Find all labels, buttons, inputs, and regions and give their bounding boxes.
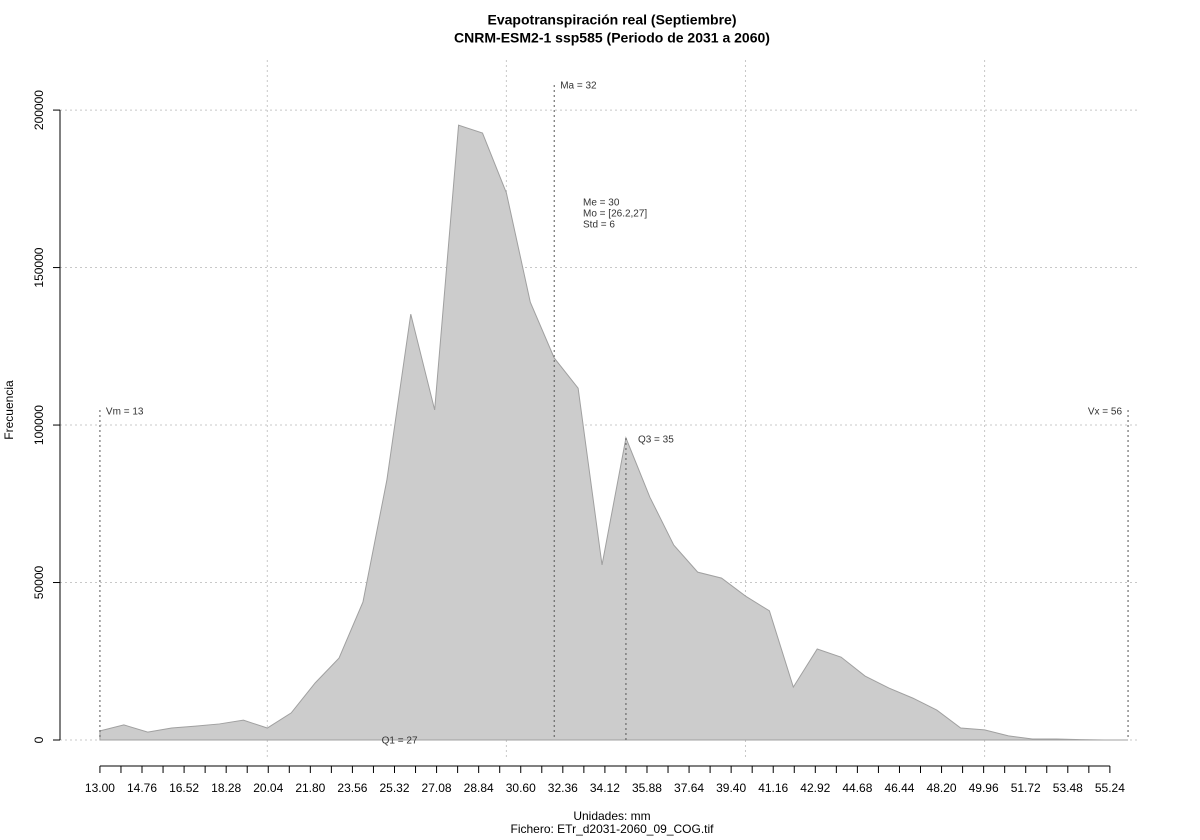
chart-title: Evapotranspiración real (Septiembre): [488, 12, 737, 28]
x-tick-label: 34.12: [590, 781, 620, 795]
x-tick-label: 32.36: [548, 781, 578, 795]
stat-label: Mo = [26.2,27]: [583, 209, 647, 220]
x-tick-label: 16.52: [169, 781, 199, 795]
x-tick-label: 21.80: [295, 781, 325, 795]
y-tick-label: 150000: [32, 247, 46, 287]
x-tick-label: 53.48: [1053, 781, 1083, 795]
x-tick-label: 35.88: [632, 781, 662, 795]
x-tick-label: 25.32: [379, 781, 409, 795]
x-tick-label: 44.68: [842, 781, 872, 795]
x-tick-label: 27.08: [422, 781, 452, 795]
x-tick-label: 23.56: [337, 781, 367, 795]
x-tick-label: 42.92: [800, 781, 830, 795]
x-tick-label: 13.00: [85, 781, 115, 795]
annotation-label: Ma = 32: [560, 81, 597, 92]
x-tick-label: 46.44: [884, 781, 914, 795]
y-tick-label: 50000: [32, 566, 46, 600]
y-axis-label: Frecuencia: [2, 380, 16, 440]
y-tick-label: 0: [32, 736, 46, 743]
x-tick-label: 18.28: [211, 781, 241, 795]
x-tick-label: 41.16: [758, 781, 788, 795]
caption: Fichero: ETr_d2031-2060_09_COG.tif: [511, 822, 715, 836]
x-tick-label: 39.40: [716, 781, 746, 795]
x-tick-label: 30.60: [506, 781, 536, 795]
annotation-label: Vm = 13: [106, 407, 144, 418]
x-tick-label: 20.04: [253, 781, 283, 795]
annotation-label: Q3 = 35: [638, 435, 674, 446]
x-tick-label: 28.84: [464, 781, 494, 795]
x-tick-label: 49.96: [969, 781, 999, 795]
area: [99, 124, 1129, 741]
y-tick-label: 100000: [32, 405, 46, 445]
x-tick-label: 51.72: [1011, 781, 1041, 795]
annotation-label: Vx = 56: [1088, 407, 1123, 418]
stat-label: Me = 30: [583, 198, 620, 209]
stat-label: Std = 6: [583, 220, 615, 231]
x-tick-label: 55.24: [1095, 781, 1125, 795]
x-tick-label: 48.20: [927, 781, 957, 795]
y-tick-label: 200000: [32, 90, 46, 130]
chart-subtitle: CNRM-ESM2-1 ssp585 (Periodo de 2031 a 20…: [454, 30, 770, 46]
x-tick-label: 14.76: [127, 781, 157, 795]
annotation-label: Q1 = 27: [382, 736, 418, 747]
x-axis-label: Unidades: mm: [573, 809, 650, 823]
x-tick-label: 37.64: [674, 781, 704, 795]
